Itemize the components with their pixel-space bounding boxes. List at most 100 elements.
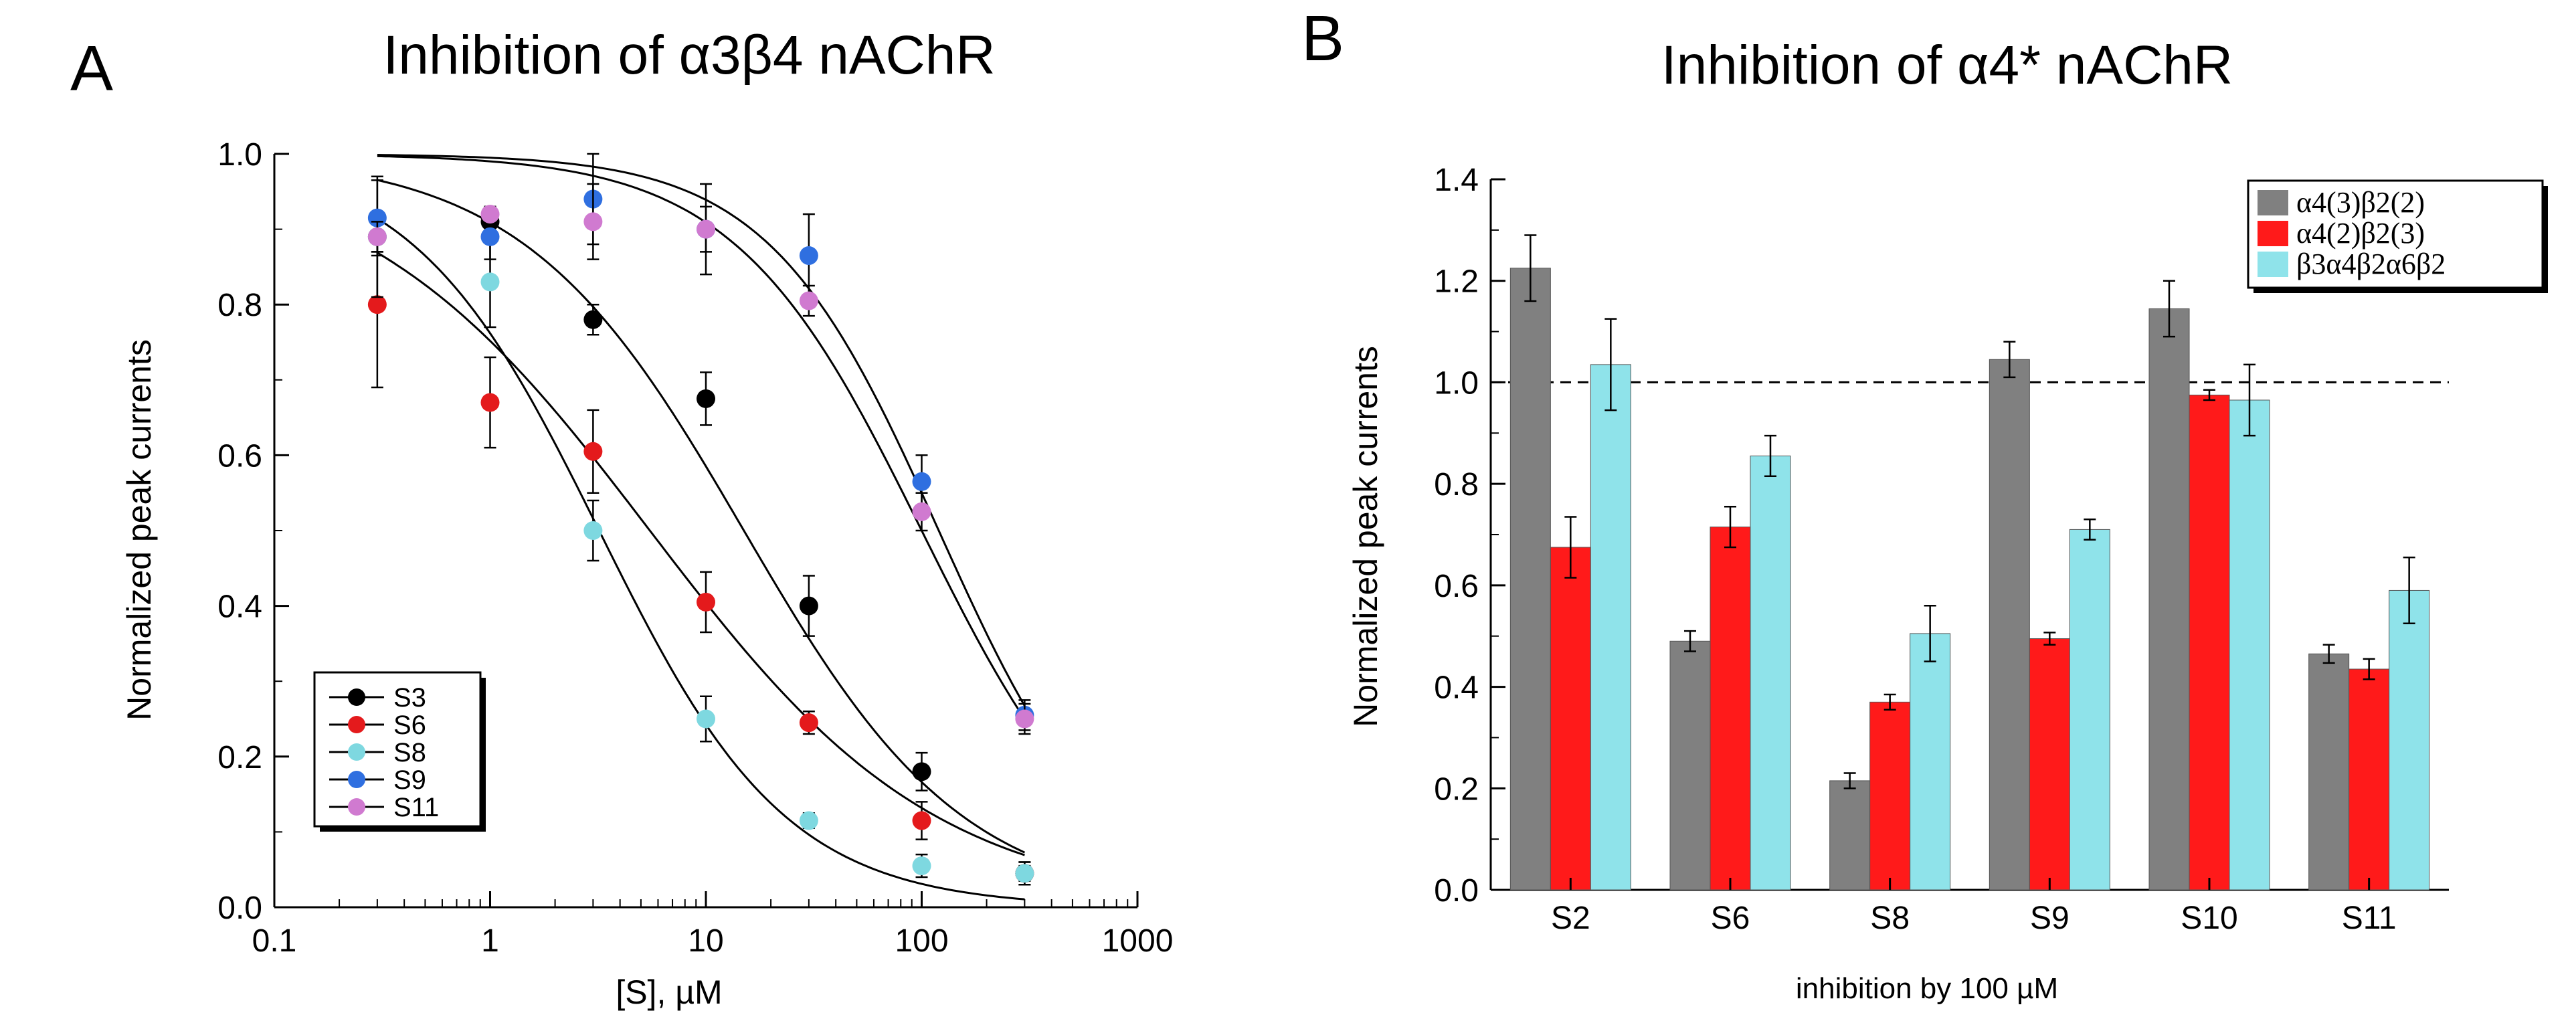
chart-a-point-s8 [912,856,931,876]
chart-b-legend-label: β3α4β2α6β2 [2296,248,2446,280]
chart-a-legend-marker [348,743,365,761]
chart-a-point-s11 [583,212,603,231]
chart-b-bar [2229,399,2270,891]
panel-b-letter: B [1301,3,1344,74]
chart-a-legend-marker [348,688,365,706]
chart-a-point-s6 [583,442,603,461]
chart-b-legend-box [2247,179,2544,289]
chart-b-group-s6 [1669,434,1791,891]
chart-a-point-s8 [799,811,818,830]
chart-a-ticks: 0.0 0.2 0.4 0.6 0.8 1.0 0.1 1 10 100 1000 [217,137,1173,959]
chart-b-bar [1509,268,1551,891]
chart-a-legend-label: S6 [393,711,426,740]
chart-b-bar [2069,529,2110,891]
chart-a-point-s6 [697,592,715,612]
chart-b-y-tick-label: 1.0 [1434,365,1479,401]
chart-b-y-tick-label: 0.6 [1434,569,1479,604]
chart-b-y-tick-label: 0.0 [1434,873,1479,909]
chart-b-legend-swatch [2258,252,2288,277]
chart-a-point-s6 [480,393,500,412]
chart-a-point-s6 [912,811,931,830]
chart-a-y-axis-label: Normalized peak currents [120,339,158,721]
chart-a-legend-label: S8 [393,738,426,767]
chart-b-bar [1550,547,1591,891]
chart-a-legend-label: S11 [393,793,439,822]
chart-b-x-tick-label: S6 [1711,901,1750,936]
chart-b-bar [2148,308,2190,891]
chart-a-point-s11 [799,291,818,310]
chart-a-point-s9 [912,472,931,491]
chart-b-y-axis-label: Normalized peak currents [1347,346,1384,727]
chart-a-x-tick-label: 0.1 [252,923,297,959]
chart-a-point-s6 [799,713,818,733]
chart-b-y-tick-label: 1.4 [1434,163,1479,198]
chart-a-point-s8 [583,521,603,540]
chart-b-x-tick-label: S2 [1551,901,1590,936]
chart-a-point-s9 [480,227,500,246]
chart-b-bar [2308,653,2350,891]
chart-b-bar [2189,394,2230,891]
chart-a-point-s8 [697,709,715,729]
chart-a-data-points [367,153,1034,886]
chart-b-ticks: 0.0 0.2 0.4 0.6 0.8 1.0 1.2 1.4 S2 S6 S8 S9 S10 S11 [1434,163,2396,936]
chart-b-bar [1590,364,1631,891]
chart-b-legend-label: α4(2)β2(3) [2296,217,2425,250]
chart-b-legend-swatch [2258,190,2288,215]
chart-b-bar [1989,359,2030,891]
chart-a-y-tick-label: 0.8 [217,288,262,323]
chart-b-title: Inhibition of α4* nAChR [1661,35,2233,96]
panel-a-letter: A [70,33,113,104]
chart-a-point-s11 [1015,709,1034,729]
chart-b-y-tick-label: 0.8 [1434,467,1479,502]
chart-a-y-tick-label: 0.2 [217,740,262,775]
chart-a-point-s3 [799,596,818,616]
chart-a-x-axis-label: [S], µM [616,973,722,1011]
panel-a: A Inhibition of α3β4 nAChR 0.0 0.2 0.4 0.6 0… [70,25,1173,1011]
chart-a-point-s6 [367,295,387,314]
chart-b-y-tick-label: 0.4 [1434,670,1479,706]
chart-a-x-tick-label: 1 [481,923,499,959]
chart-b-bar [1750,455,1791,891]
chart-b-bar [2389,589,2430,891]
chart-a-legend-label: S9 [393,765,426,795]
chart-a-point-s9 [799,246,818,266]
chart-a-point-s11 [367,227,387,246]
chart-a-y-tick-label: 0.0 [217,891,262,926]
chart-a-title: Inhibition of α3β4 nAChR [383,25,995,86]
chart-b-x-axis-label: inhibition by 100 µM [1796,972,2058,1005]
chart-a-y-tick-label: 1.0 [217,137,262,173]
chart-b-x-tick-label: S8 [1870,901,1910,936]
chart-a-point-s11 [480,205,500,224]
chart-b-bars [1509,234,2430,891]
chart-a-point-s11 [912,502,931,521]
chart-b-legend: α4(3)β2(2)α4(2)β2(3)β3α4β2α6β2 [2247,179,2548,293]
chart-a-point-s8 [480,272,500,292]
chart-b-legend-label: α4(3)β2(2) [2296,186,2425,219]
chart-b-bar [1910,633,1951,891]
chart-b-group-s8 [1829,604,1951,891]
chart-a-point-s9 [367,208,387,227]
chart-a-y-tick-label: 0.6 [217,438,262,474]
chart-b-y-tick-label: 1.2 [1434,264,1479,300]
chart-a-y-tick-label: 0.4 [217,589,262,625]
chart-a-x-tick-label: 1000 [1102,923,1174,959]
chart-a-point-s11 [697,219,715,239]
chart-a-point-s3 [697,389,715,408]
chart-b-x-tick-label: S9 [2030,901,2069,936]
chart-a-legend-marker [348,798,365,816]
chart-a-fit-curve-s11 [377,155,1026,720]
chart-a-x-tick-label: 100 [895,923,948,959]
chart-a-series-s11 [367,183,1034,735]
chart-b-y-tick-label: 0.2 [1434,771,1479,807]
chart-b-group-s11 [2308,556,2430,891]
chart-b-legend-swatch [2258,221,2288,246]
chart-b-group-s9 [1989,341,2110,891]
panel-b: B Inhibition of α4* nAChR 0.0 0.2 0.4 0.6 0.… [1301,3,2548,1005]
chart-a-point-s3 [583,310,603,329]
chart-b-bar [2349,668,2390,891]
chart-a-point-s3 [912,762,931,781]
chart-b-x-tick-label: S11 [2342,901,2397,936]
chart-b-bar [1869,701,1911,891]
chart-a-point-s8 [1015,864,1034,883]
